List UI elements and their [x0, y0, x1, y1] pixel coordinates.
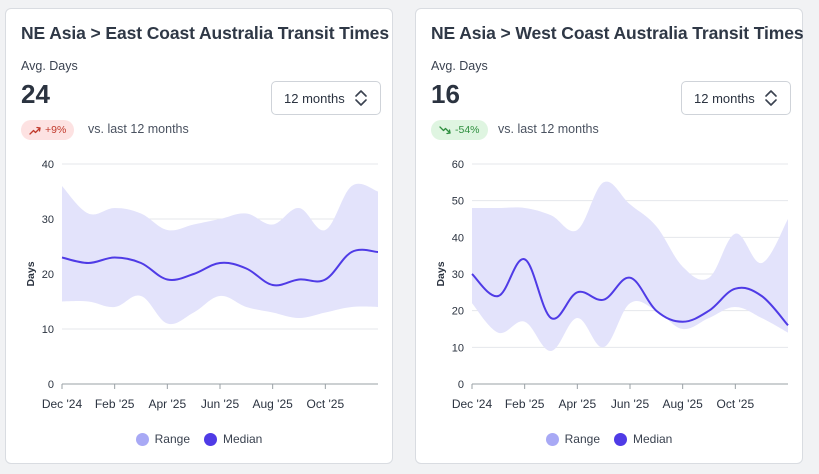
metric-label: Avg. Days [21, 59, 78, 73]
period-select-value: 12 months [284, 91, 345, 106]
x-tick-label: Aug '25 [663, 397, 704, 411]
change-badge-text: +9% [45, 124, 67, 136]
legend-swatch-median [204, 432, 217, 446]
legend-item-range[interactable]: Range [545, 432, 600, 446]
y-tick-label: 60 [452, 159, 464, 171]
metric-label: Avg. Days [431, 59, 488, 73]
compare-text: vs. last 12 months [88, 122, 189, 136]
range-band [62, 183, 378, 325]
legend-item-median[interactable]: Median [204, 432, 262, 446]
legend-swatch-range [135, 432, 149, 446]
y-tick-label: 10 [42, 324, 54, 336]
x-tick-label: Feb '25 [95, 397, 135, 411]
x-tick-label: Jun '25 [201, 397, 240, 411]
x-tick-label: Aug '25 [253, 397, 294, 411]
metric-value: 16 [431, 79, 460, 109]
card-title: NE Asia > East Coast Australia Transit T… [21, 23, 389, 43]
card-title: NE Asia > West Coast Australia Transit T… [431, 23, 804, 43]
y-axis-label: Days [25, 261, 37, 286]
legend-item-range[interactable]: Range [135, 432, 190, 446]
y-tick-label: 20 [452, 306, 464, 318]
period-select[interactable]: 12 months [271, 81, 381, 115]
change-badge: +9% [21, 120, 75, 140]
legend-label-range: Range [154, 432, 190, 446]
transit-card-west: NE Asia > West Coast Australia Transit T… [415, 8, 804, 464]
x-tick-label: Oct '25 [717, 397, 755, 411]
x-tick-label: Jun '25 [611, 397, 650, 411]
x-tick-label: Oct '25 [307, 397, 345, 411]
range-band [472, 181, 788, 352]
change-badge-text: -54% [455, 124, 480, 136]
y-axis-label: Days [435, 261, 447, 286]
trend-down-icon [439, 125, 451, 134]
change-badge: -54% [431, 120, 488, 140]
x-tick-label: Apr '25 [559, 397, 597, 411]
y-tick-label: 50 [452, 196, 464, 208]
transit-chart-west: 0 10 20 30 40 50 60 Days Dec '24 Feb '25 Apr '25 Ju… [435, 159, 789, 411]
legend-label-median: Median [633, 432, 673, 446]
period-select[interactable]: 12 months [681, 81, 791, 115]
chevron-up-down-icon [355, 90, 367, 106]
period-select-value: 12 months [694, 91, 755, 106]
legend-swatch-median [614, 432, 627, 446]
y-tick-label: 10 [452, 342, 464, 354]
transit-chart-east: 0 10 20 30 40 Days Dec '24 Feb '25 Apr '25 Jun '2… [25, 159, 379, 411]
compare-text: vs. last 12 months [498, 122, 599, 136]
trend-up-icon [29, 126, 41, 135]
metric-value: 24 [21, 79, 50, 109]
x-tick-label: Feb '25 [505, 397, 545, 411]
x-tick-label: Dec '24 [452, 397, 493, 411]
y-tick-label: 40 [452, 232, 464, 244]
legend-swatch-range [545, 432, 559, 446]
legend-item-median[interactable]: Median [614, 432, 672, 446]
chart-legend: Range Median [6, 432, 392, 446]
legend-label-range: Range [564, 432, 600, 446]
y-tick-label: 40 [42, 159, 54, 171]
x-tick-label: Dec '24 [42, 397, 83, 411]
y-tick-label: 30 [452, 269, 464, 281]
y-tick-label: 30 [42, 214, 54, 226]
y-tick-label: 0 [458, 379, 464, 391]
median-line [61, 248, 379, 287]
transit-card-east: NE Asia > East Coast Australia Transit T… [5, 8, 393, 464]
y-tick-label: 20 [42, 269, 54, 281]
median-line [471, 258, 789, 326]
x-tick-label: Apr '25 [149, 397, 187, 411]
legend-label-median: Median [223, 432, 263, 446]
chevron-up-down-icon [765, 90, 777, 106]
y-tick-label: 0 [48, 379, 54, 391]
chart-legend: Range Median [416, 432, 802, 446]
